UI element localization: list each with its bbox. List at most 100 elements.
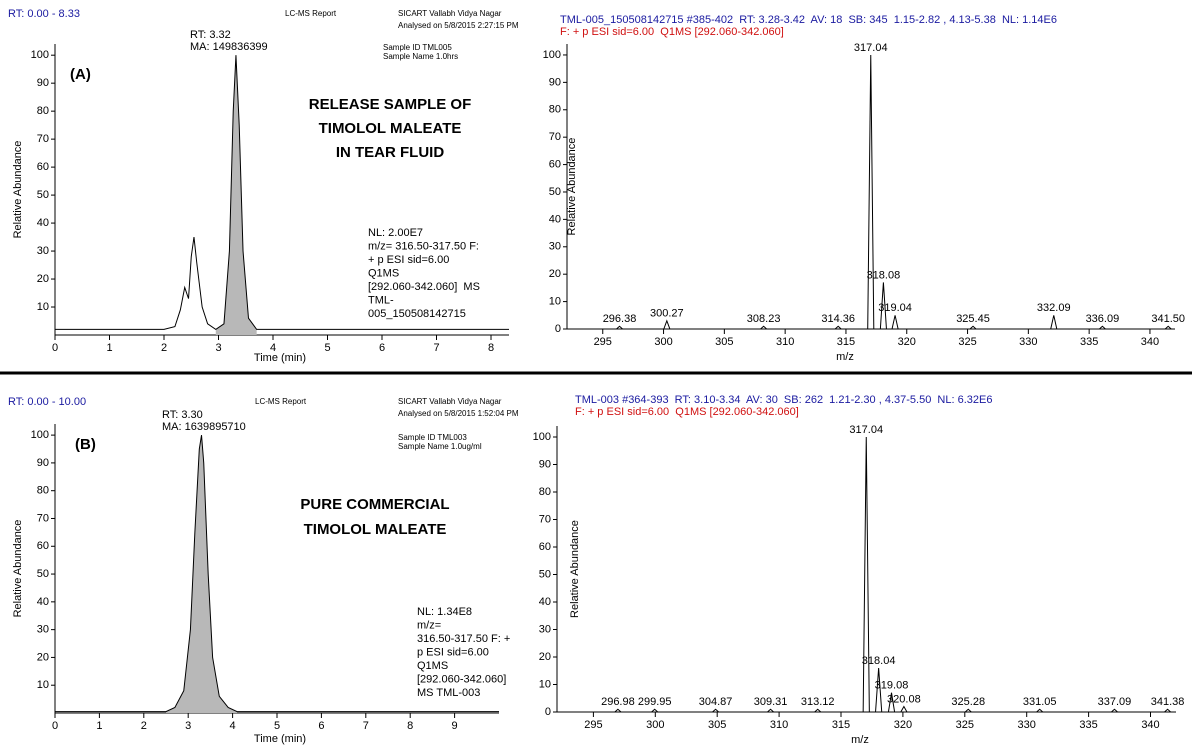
spectrum-peak	[1163, 325, 1173, 330]
y-tick-label: 100	[31, 49, 49, 61]
spectrum-peak	[867, 54, 875, 330]
x-tick-label: 9	[452, 720, 458, 732]
y-tick-label: 0	[555, 323, 561, 335]
y-tick-label: 70	[37, 512, 49, 524]
y-tick-label: 50	[549, 186, 561, 198]
y-tick-label: 30	[539, 623, 551, 635]
peak-shading	[215, 55, 257, 335]
x-tick-label: 315	[837, 336, 855, 348]
x-tick-label: 3	[185, 720, 191, 732]
chromatogram-line	[55, 55, 509, 331]
scan-note: p ESI sid=6.00	[417, 646, 489, 658]
y-tick-label: 40	[539, 596, 551, 608]
peak-label: 300.27	[650, 308, 684, 320]
scan-note: 316.50-317.50 F: +	[417, 633, 510, 645]
lab-name: SICART Vallabh Vidya Nagar	[398, 9, 502, 18]
x-tick-label: 7	[363, 720, 369, 732]
y-tick-label: 60	[539, 541, 551, 553]
y-axis-label: Relative Abundance	[569, 520, 581, 618]
x-tick-label: 305	[715, 336, 733, 348]
peak-label: 318.08	[867, 269, 901, 281]
y-tick-label: 30	[37, 624, 49, 636]
scan-note: m/z=	[417, 619, 441, 631]
peak-label: 336.09	[1086, 313, 1120, 325]
peak-annotation: MA: 149836399	[190, 41, 268, 53]
panel-label: (B)	[75, 436, 96, 453]
spectrum-peak	[663, 319, 671, 330]
sample-id: Sample ID TML005	[383, 43, 452, 52]
y-tick-label: 40	[549, 213, 561, 225]
peak-shading	[166, 435, 238, 713]
y-axis-label: Relative Abundance	[12, 141, 24, 239]
peak-annotation: RT: 3.30	[162, 409, 203, 421]
x-tick-label: 6	[379, 342, 385, 354]
y-tick-label: 20	[539, 651, 551, 663]
y-tick-label: 90	[37, 77, 49, 89]
spectrum-peak	[879, 282, 887, 330]
y-tick-label: 80	[549, 104, 561, 116]
x-tick-label: 320	[894, 719, 912, 731]
x-tick-label: 0	[52, 720, 58, 732]
spectrum-peak	[1098, 325, 1107, 330]
chromatogram-line	[55, 435, 499, 713]
spectrum-peak	[711, 708, 720, 713]
spectrum-peak	[899, 705, 908, 713]
y-axis-label: Relative Abundance	[566, 138, 578, 236]
spectrum-peak	[759, 325, 768, 330]
x-tick-label: 300	[654, 336, 672, 348]
report-title: LC-MS Report	[285, 9, 337, 18]
scan-note: MS TML-003	[417, 687, 480, 699]
spectrum-peak	[613, 708, 623, 713]
peak-label: 299.95	[638, 696, 672, 708]
y-tick-label: 10	[37, 679, 49, 691]
spectrum-peak	[963, 708, 973, 713]
x-tick-label: 315	[832, 719, 850, 731]
y-tick-label: 10	[539, 678, 551, 690]
y-tick-label: 20	[549, 268, 561, 280]
x-tick-label: 4	[270, 342, 276, 354]
spectrum-peak	[615, 325, 624, 330]
x-tick-label: 310	[776, 336, 794, 348]
spectrum-peak	[813, 708, 823, 713]
y-axis-label: Relative Abundance	[12, 520, 24, 618]
y-tick-label: 90	[549, 76, 561, 88]
y-tick-label: 90	[37, 457, 49, 469]
x-tick-label: 330	[1018, 719, 1036, 731]
annotation: TIMOLOL MALEATE	[319, 120, 462, 137]
range-label: RT: 0.00 - 10.00	[8, 396, 86, 408]
peak-label: 304.87	[699, 696, 733, 708]
spectrum-peak	[968, 325, 978, 330]
y-tick-label: 50	[539, 568, 551, 580]
scan-note: Q1MS	[417, 660, 448, 672]
range-label: RT: 0.00 - 8.33	[8, 8, 80, 20]
peak-annotation: RT: 3.32	[190, 29, 231, 41]
y-tick-label: 80	[37, 105, 49, 117]
y-tick-label: 30	[37, 245, 49, 257]
peak-label: 325.28	[951, 696, 985, 708]
peak-label: 341.38	[1151, 696, 1185, 708]
report-title: LC-MS Report	[255, 397, 307, 406]
peak-label: 331.05	[1023, 696, 1057, 708]
y-tick-label: 40	[37, 596, 49, 608]
y-tick-label: 30	[549, 241, 561, 253]
x-tick-label: 325	[958, 336, 976, 348]
peak-label: 296.98	[601, 696, 635, 708]
spectrum-peak	[1050, 315, 1058, 330]
spectrum-filter: F: + p ESI sid=6.00 Q1MS [292.060-342.06…	[560, 26, 784, 38]
annotation: RELEASE SAMPLE OF	[309, 96, 472, 113]
y-tick-label: 20	[37, 273, 49, 285]
peak-label: 320.08	[887, 693, 921, 705]
x-axis-label: m/z	[851, 734, 869, 746]
spectrum-peak	[766, 708, 775, 713]
x-tick-label: 300	[646, 719, 664, 731]
spectrum-title: TML-003 #364-393 RT: 3.10-3.34 AV: 30 SB…	[575, 394, 992, 406]
scan-note: [292.060-342.060] MS	[368, 281, 480, 293]
spectrum-peak	[1163, 708, 1172, 713]
peak-label: 317.04	[849, 424, 883, 436]
spectrum-title: TML-005_150508142715 #385-402 RT: 3.28-3…	[560, 14, 1057, 26]
x-tick-label: 320	[898, 336, 916, 348]
scan-note: + p ESI sid=6.00	[368, 254, 449, 266]
scan-note: NL: 1.34E8	[417, 606, 472, 618]
scan-note: TML-	[368, 294, 394, 306]
